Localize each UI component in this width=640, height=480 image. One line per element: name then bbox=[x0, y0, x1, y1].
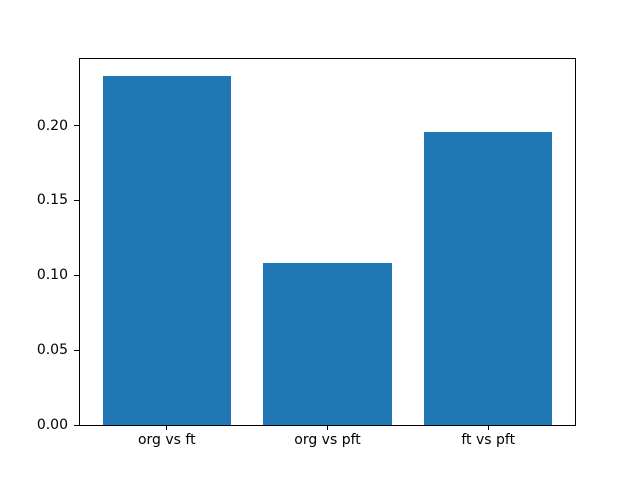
bar-ft-vs-pft bbox=[423, 131, 553, 425]
y-tick-mark bbox=[74, 199, 79, 201]
y-tick-mark bbox=[74, 274, 79, 276]
y-tick-label: 0.05 bbox=[36, 342, 68, 359]
x-tick-mark bbox=[166, 425, 168, 430]
bar-org-vs-ft bbox=[102, 76, 232, 425]
x-tick-label: org vs pft bbox=[294, 432, 361, 448]
x-tick-label: org vs ft bbox=[137, 432, 196, 448]
plot-area: org vs ft org vs pft ft vs pft 0.00 0.05 0.10… bbox=[37, 58, 576, 447]
y-tick-label: 0.20 bbox=[36, 117, 68, 134]
y-tick-mark bbox=[74, 349, 79, 351]
x-tick-label: ft vs pft bbox=[461, 432, 516, 448]
y-tick-mark bbox=[74, 125, 79, 127]
y-tick-label: 0.10 bbox=[36, 267, 68, 284]
y-tick-label: 0.15 bbox=[36, 192, 68, 209]
x-tick-mark bbox=[487, 425, 489, 430]
y-tick-label: 0.00 bbox=[36, 417, 68, 433]
x-tick-mark bbox=[327, 425, 328, 430]
bar-org-vs-pft bbox=[263, 263, 392, 425]
y-tick-mark bbox=[74, 424, 79, 426]
